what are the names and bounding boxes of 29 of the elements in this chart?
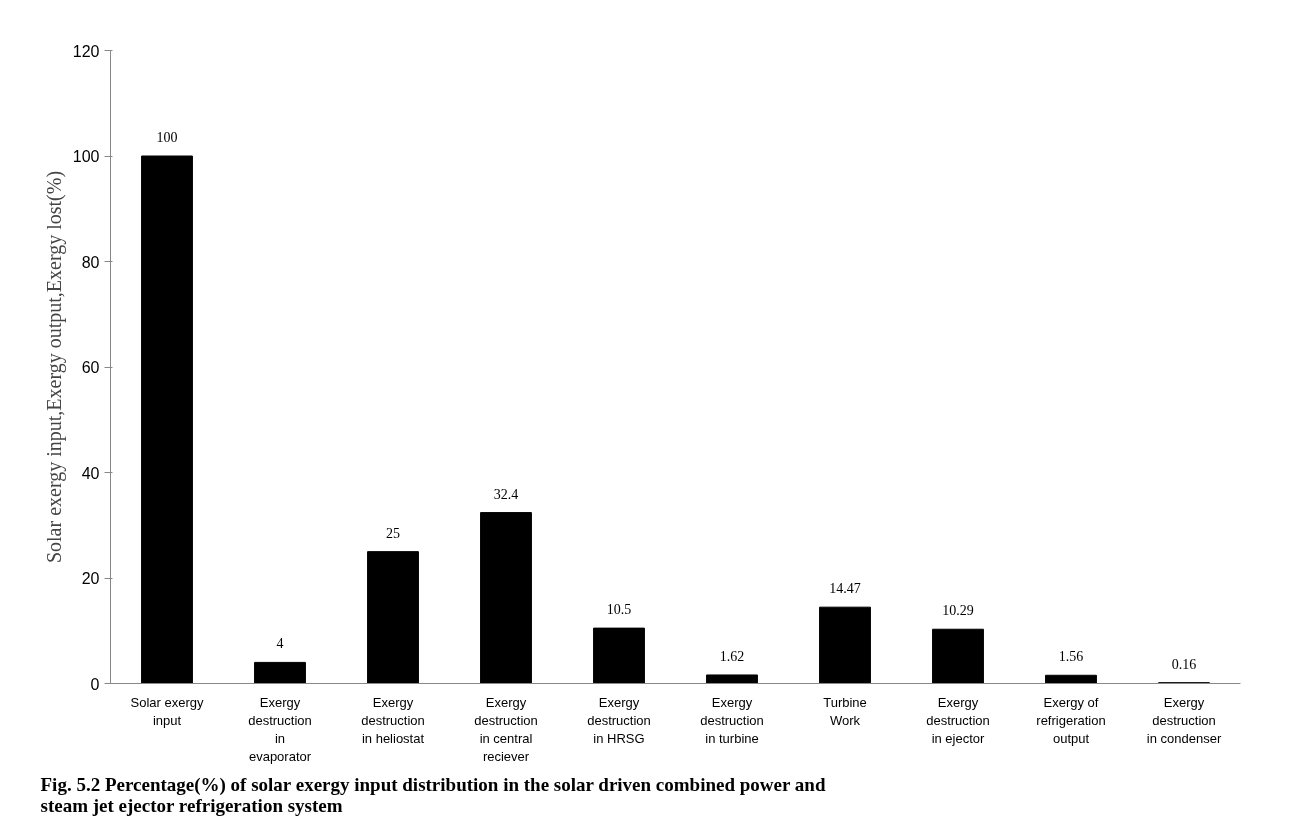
data-label: 100 [156, 130, 178, 145]
x-tick-label: Exergy destruction in evaporator [248, 694, 312, 764]
data-label: 4 [276, 636, 284, 652]
data-label: 25 [386, 525, 400, 541]
y-tick-label: 60 [81, 359, 100, 376]
x-tick-label: Exergy destruction in condenser [1146, 694, 1222, 746]
y-tick-label: 120 [72, 42, 100, 60]
data-label: 1.56 [1058, 649, 1084, 665]
y-axis-title: Solar exergy input,Exergy output,Exergy lost(%) [42, 170, 66, 564]
caption: Fig. 5.2 Percentage(%) of solar exergy input distribution in the solar driven combined power and steam jet ejector refrigeration system [40, 773, 826, 816]
x-tick-label: Exergy destruction in turbine [700, 694, 764, 746]
data-label: 0.16 [1171, 656, 1197, 672]
x-tick-label: Exergy destruction in ejector [926, 694, 990, 746]
y-tick-label: 100 [72, 148, 100, 165]
x-tick-label: Turbine Work [823, 694, 867, 728]
y-tick-label: 80 [81, 253, 100, 271]
x-tick-label: Solar exergy input [130, 694, 204, 728]
data-label: 32.4 [493, 486, 519, 502]
data-label: 10.29 [942, 603, 974, 619]
y-tick-label: 0 [90, 675, 100, 693]
data-label: 14.47 [829, 581, 861, 597]
x-tick-label: Exergy destruction in HRSG [587, 694, 651, 746]
y-tick-label: 20 [81, 570, 100, 587]
y-tick-label: 40 [81, 464, 100, 482]
data-label: 10.5 [606, 602, 632, 618]
x-tick-label: Exergy of refrigeration output [1036, 694, 1106, 746]
data-label: 1.62 [719, 648, 745, 664]
x-tick-label: Exergy destruction in central reciever [474, 694, 538, 764]
x-tick-label: Exergy destruction in heliostat [361, 694, 425, 746]
